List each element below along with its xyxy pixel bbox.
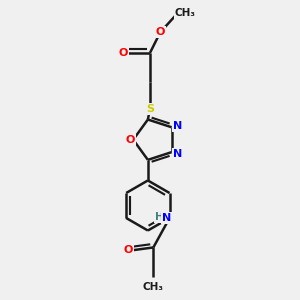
Text: S: S bbox=[146, 104, 154, 114]
Text: O: O bbox=[126, 135, 135, 145]
Text: O: O bbox=[119, 48, 128, 58]
Text: H: H bbox=[155, 212, 164, 221]
Text: O: O bbox=[156, 27, 165, 37]
Text: N: N bbox=[173, 148, 182, 159]
Text: CH₃: CH₃ bbox=[143, 282, 164, 292]
Text: CH₃: CH₃ bbox=[175, 8, 196, 18]
Text: N: N bbox=[162, 213, 171, 223]
Text: O: O bbox=[124, 245, 133, 255]
Text: N: N bbox=[173, 121, 182, 131]
